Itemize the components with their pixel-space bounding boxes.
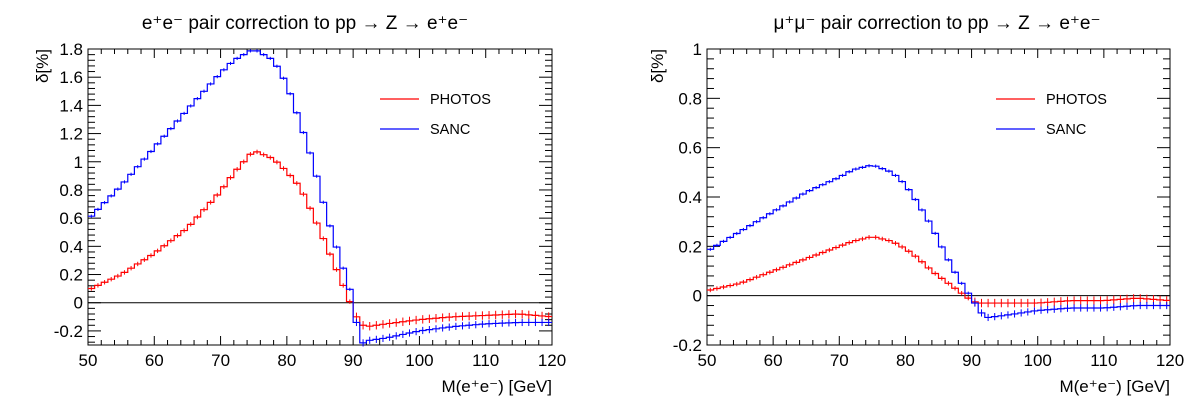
y-tick-label: 0.6 xyxy=(59,209,83,228)
legend: PHOTOS SANC xyxy=(380,92,491,138)
y-tick-label: 1 xyxy=(74,153,83,172)
x-tick-label: 80 xyxy=(896,351,915,370)
x-tick-label: 120 xyxy=(1156,351,1184,370)
y-tick-label: 1.2 xyxy=(59,125,83,144)
legend-label-photos: PHOTOS xyxy=(430,92,491,108)
y-tick-label: -0.2 xyxy=(54,322,83,341)
y-tick-label: 1.8 xyxy=(59,40,83,59)
legend: PHOTOS SANC xyxy=(996,92,1107,138)
y-tick-label: 0.2 xyxy=(59,266,83,285)
x-axis-label: M(e⁺e⁻) [GeV] xyxy=(441,377,552,396)
right-chart: μ⁺μ⁻ pair correction to pp → Z → e⁺e⁻ 50… xyxy=(648,13,1184,396)
series-layer xyxy=(707,164,1170,322)
axis-ticks: 50 60 70 80 90 100 110 120 -0.2 0 0.2 0.4 0.6 0.8 1 1.2… xyxy=(54,40,566,370)
x-tick-label: 110 xyxy=(472,351,499,370)
y-tick-label: 0 xyxy=(74,294,83,313)
legend-label-sanc: SANC xyxy=(430,122,470,138)
x-tick-label: 90 xyxy=(962,351,981,370)
y-tick-label: 1.4 xyxy=(59,96,83,115)
chart-title: e⁺e⁻ pair correction to pp → Z → e⁺e⁻ xyxy=(142,13,468,34)
x-tick-label: 80 xyxy=(277,351,296,370)
y-tick-label: 0.2 xyxy=(678,237,702,256)
x-tick-label: 100 xyxy=(405,351,433,370)
legend-label-photos: PHOTOS xyxy=(1046,92,1107,108)
series-layer xyxy=(88,49,552,347)
legend-label-sanc: SANC xyxy=(1046,122,1086,138)
x-tick-label: 100 xyxy=(1024,351,1052,370)
series-line-sanc xyxy=(88,50,552,344)
y-tick-label: 0.4 xyxy=(59,237,83,256)
x-tick-label: 60 xyxy=(764,351,783,370)
y-tick-label: 1.6 xyxy=(59,68,83,87)
x-tick-label: 120 xyxy=(538,351,566,370)
x-axis-label: M(e⁺e⁻) [GeV] xyxy=(1059,377,1170,396)
y-axis-label: δ[%] xyxy=(33,49,52,83)
x-tick-label: 70 xyxy=(830,351,849,370)
x-tick-label: 110 xyxy=(1090,351,1117,370)
x-tick-label: 90 xyxy=(344,351,363,370)
y-tick-label: 0.4 xyxy=(678,188,702,207)
y-tick-label: 1 xyxy=(693,40,702,59)
y-tick-label: -0.2 xyxy=(673,336,702,355)
x-tick-label: 50 xyxy=(79,351,98,370)
x-tick-label: 60 xyxy=(145,351,164,370)
x-tick-label: 70 xyxy=(211,351,230,370)
y-tick-label: 0.8 xyxy=(678,89,702,108)
axis-ticks: 50 60 70 80 90 100 110 120 -0.2 0 0.2 0.4 0.6 0.8 1 xyxy=(673,40,1184,370)
plot-frame xyxy=(87,48,553,346)
series-line-photos xyxy=(707,236,1170,304)
y-tick-label: 0.8 xyxy=(59,181,83,200)
x-tick-label: 50 xyxy=(698,351,717,370)
y-tick-label: 0 xyxy=(693,287,702,306)
series-line-photos xyxy=(88,151,552,327)
chart-title: μ⁺μ⁻ pair correction to pp → Z → e⁺e⁻ xyxy=(773,13,1100,34)
series-line-sanc xyxy=(707,165,1170,319)
y-tick-label: 0.6 xyxy=(678,139,702,158)
y-axis-label: δ[%] xyxy=(648,49,667,83)
left-chart: e⁺e⁻ pair correction to pp → Z → e⁺e⁻ 50… xyxy=(33,13,566,396)
